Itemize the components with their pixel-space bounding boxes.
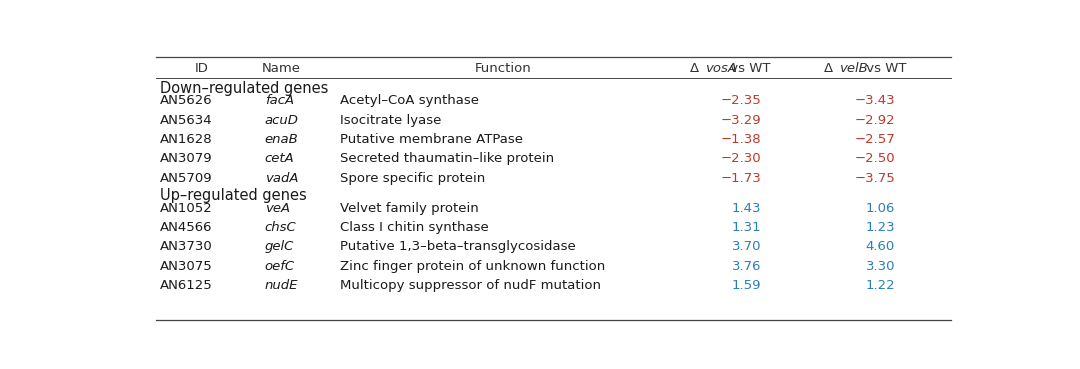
Text: Down–regulated genes: Down–regulated genes xyxy=(160,81,328,96)
Text: Velvet family protein: Velvet family protein xyxy=(340,202,478,215)
Text: Name: Name xyxy=(262,62,301,75)
Text: veA: veA xyxy=(265,202,289,215)
Text: facA: facA xyxy=(265,94,294,107)
Text: 1.06: 1.06 xyxy=(866,202,895,215)
Text: 1.43: 1.43 xyxy=(731,202,761,215)
Text: enaB: enaB xyxy=(265,133,298,146)
Text: Secreted thaumatin–like protein: Secreted thaumatin–like protein xyxy=(340,152,554,165)
Text: AN4566: AN4566 xyxy=(160,221,213,234)
Text: oefC: oefC xyxy=(265,260,295,273)
Text: 3.70: 3.70 xyxy=(731,240,761,254)
Text: vadA: vadA xyxy=(265,172,298,185)
Text: ID: ID xyxy=(195,62,208,75)
Text: Function: Function xyxy=(475,62,531,75)
Text: −3.29: −3.29 xyxy=(720,114,761,127)
Text: 4.60: 4.60 xyxy=(866,240,895,254)
Text: AN3075: AN3075 xyxy=(160,260,213,273)
Text: −2.57: −2.57 xyxy=(854,133,895,146)
Text: 3.76: 3.76 xyxy=(731,260,761,273)
Text: 1.31: 1.31 xyxy=(731,221,761,234)
Text: AN1628: AN1628 xyxy=(160,133,213,146)
Text: AN5709: AN5709 xyxy=(160,172,213,185)
Text: −1.73: −1.73 xyxy=(720,172,761,185)
Text: Multicopy suppressor of nudF mutation: Multicopy suppressor of nudF mutation xyxy=(340,279,602,292)
Text: nudE: nudE xyxy=(265,279,298,292)
Text: 1.59: 1.59 xyxy=(731,279,761,292)
Text: AN1052: AN1052 xyxy=(160,202,213,215)
Text: Up–regulated genes: Up–regulated genes xyxy=(160,188,307,203)
Text: Spore specific protein: Spore specific protein xyxy=(340,172,485,185)
Text: AN5634: AN5634 xyxy=(160,114,213,127)
Text: Zinc finger protein of unknown function: Zinc finger protein of unknown function xyxy=(340,260,605,273)
Text: Δ: Δ xyxy=(690,62,699,75)
Text: −2.35: −2.35 xyxy=(720,94,761,107)
Text: chsC: chsC xyxy=(265,221,297,234)
Text: −1.38: −1.38 xyxy=(720,133,761,146)
Text: Isocitrate lyase: Isocitrate lyase xyxy=(340,114,442,127)
Text: cetA: cetA xyxy=(265,152,295,165)
Text: −2.50: −2.50 xyxy=(854,152,895,165)
Text: vosA: vosA xyxy=(705,62,737,75)
Text: Putative 1,3–beta–transglycosidase: Putative 1,3–beta–transglycosidase xyxy=(340,240,576,254)
Text: 1.23: 1.23 xyxy=(865,221,895,234)
Text: acuD: acuD xyxy=(265,114,299,127)
Text: −3.75: −3.75 xyxy=(854,172,895,185)
Text: AN6125: AN6125 xyxy=(160,279,213,292)
Text: vs WT: vs WT xyxy=(726,62,770,75)
Text: 1.22: 1.22 xyxy=(865,279,895,292)
Text: −2.92: −2.92 xyxy=(854,114,895,127)
Text: −3.43: −3.43 xyxy=(854,94,895,107)
Text: vs WT: vs WT xyxy=(862,62,906,75)
Text: Acetyl–CoA synthase: Acetyl–CoA synthase xyxy=(340,94,480,107)
Text: gelC: gelC xyxy=(265,240,294,254)
Text: Class I chitin synthase: Class I chitin synthase xyxy=(340,221,489,234)
Text: Putative membrane ATPase: Putative membrane ATPase xyxy=(340,133,523,146)
Text: Δ: Δ xyxy=(824,62,833,75)
Text: 3.30: 3.30 xyxy=(865,260,895,273)
Text: AN3079: AN3079 xyxy=(160,152,213,165)
Text: velB: velB xyxy=(839,62,867,75)
Text: AN3730: AN3730 xyxy=(160,240,213,254)
Text: −2.30: −2.30 xyxy=(720,152,761,165)
Text: AN5626: AN5626 xyxy=(160,94,213,107)
